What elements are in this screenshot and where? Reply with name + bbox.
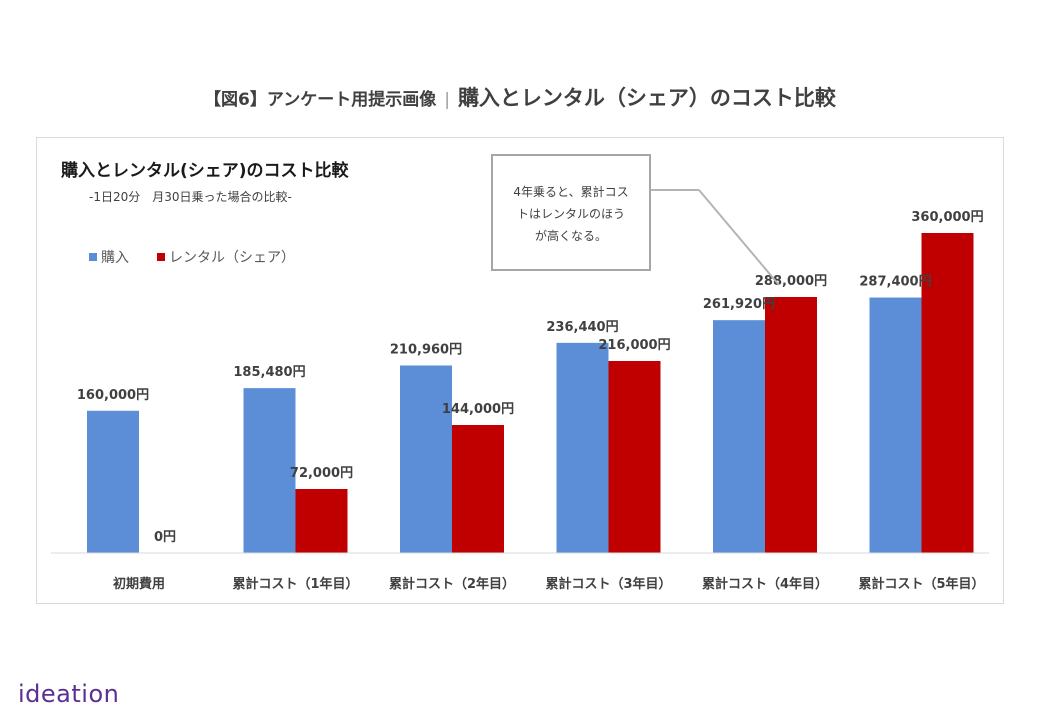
bar-purchase-0 [87,410,139,553]
bar-rental-3 [608,361,661,553]
annotation-box [491,154,651,271]
page-heading: 【図6】アンケート用提示画像 | 購入とレンタル（シェア）のコスト比較 [0,82,1040,112]
annotation-line-1: 4年乗ると、累計コス [513,184,628,199]
category-label-1: 累計コスト（1年目） [232,576,358,592]
legend-swatch-rental [157,253,165,261]
data-label-purchase-5: 287,400円 [859,275,931,290]
data-label-rental-3: 216,000円 [598,338,670,353]
data-labels-layer: 160,000円 0円 185,480円 72,000円 210,960円 144,000… [77,210,984,545]
bar-rental-1 [295,489,348,553]
legend-label-rental: レンタル（シェア） [169,250,295,266]
bar-rental-5 [921,233,974,553]
category-label-2: 累計コスト（2年目） [389,576,515,592]
category-label-3: 累計コスト（3年目） [545,576,671,592]
bar-purchase-5 [869,297,922,553]
data-label-purchase-4: 261,920円 [703,297,775,312]
bar-chart: 購入とレンタル(シェア)のコスト比較 -1日20分 月30日乗った場合の比較- … [51,154,989,592]
legend-swatch-purchase [89,253,97,261]
data-label-purchase-0: 160,000円 [77,388,149,403]
chart-subtitle: -1日20分 月30日乗った場合の比較- [89,189,292,204]
category-label-4: 累計コスト（4年目） [702,576,828,592]
bar-rental-2 [452,425,504,553]
data-label-rental-0: 0円 [154,530,176,545]
page-heading-prefix: 【図6】アンケート用提示画像 [204,90,437,110]
category-label-5: 累計コスト（5年目） [858,576,984,592]
ideation-logo: ideation [18,680,120,708]
chart-frame: 購入とレンタル(シェア)のコスト比較 -1日20分 月30日乗った場合の比較- … [36,137,1004,604]
bar-purchase-1 [243,388,296,553]
data-label-rental-4: 288,000円 [755,274,827,289]
page-heading-main: 購入とレンタル（シェア）のコスト比較 [457,86,836,110]
data-label-purchase-1: 185,480円 [233,365,305,380]
chart-title: 購入とレンタル(シェア)のコスト比較 [61,160,350,181]
bar-purchase-2 [400,365,452,553]
bar-purchase-4 [713,320,765,553]
annotation-line-3: が高くなる。 [535,228,607,243]
category-labels-layer: 初期費用 累計コスト（1年目） 累計コスト（2年目） 累計コスト（3年目） 累計コスト（… [113,576,985,592]
category-label-0: 初期費用 [113,576,165,592]
data-label-purchase-2: 210,960円 [390,342,462,357]
data-label-rental-5: 360,000円 [911,210,983,225]
annotation-line-2: トはレンタルのほう [517,207,625,221]
bar-purchase-3 [556,342,609,553]
data-label-purchase-3: 236,440円 [546,320,618,335]
page-heading-separator: | [444,90,450,110]
bar-rental-4 [765,297,817,553]
data-label-rental-1: 72,000円 [290,466,353,481]
annotation-leader-line-diagonal [698,189,780,286]
data-label-rental-2: 144,000円 [442,402,514,417]
bars-layer [87,233,974,553]
legend-label-purchase: 購入 [101,250,129,266]
